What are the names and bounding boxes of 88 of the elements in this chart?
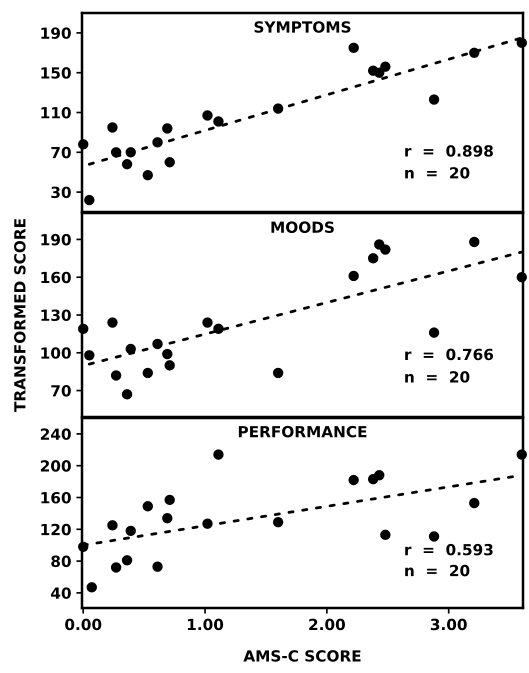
point	[126, 526, 136, 536]
y-tick-label: 40	[51, 587, 71, 599]
point	[164, 360, 175, 371]
point	[152, 137, 163, 148]
point	[202, 518, 213, 529]
point	[374, 68, 384, 78]
chart-title: MOODS	[271, 221, 334, 233]
y-tick-label: 190	[41, 27, 71, 39]
point	[86, 582, 97, 593]
x-axis-title: AMS-C SCORE	[243, 650, 361, 662]
point	[78, 542, 88, 552]
annotation: n = 20	[405, 564, 470, 576]
point	[142, 501, 153, 512]
y-tick-label: 110	[41, 106, 71, 119]
point	[380, 62, 391, 72]
annotation: r = 0.898	[405, 145, 493, 157]
point	[142, 368, 153, 378]
y-tick-label: 160	[41, 492, 71, 504]
point	[164, 494, 175, 506]
point	[107, 317, 118, 328]
x-tick-label: 0.00	[65, 618, 102, 630]
point	[428, 531, 440, 542]
point	[152, 338, 163, 350]
point	[380, 530, 391, 540]
point	[78, 139, 88, 150]
point	[469, 236, 480, 248]
point	[428, 327, 440, 338]
point	[162, 123, 172, 134]
point	[516, 449, 527, 460]
point	[348, 42, 359, 54]
point	[428, 94, 440, 105]
point	[122, 389, 132, 400]
point	[110, 370, 122, 381]
point	[84, 194, 95, 206]
y-tick-label: 130	[41, 309, 71, 322]
point	[202, 110, 213, 121]
chart-title: SYMPTOMS	[254, 21, 350, 33]
annotation: n = 20	[405, 167, 470, 179]
point	[107, 520, 118, 531]
point	[516, 272, 527, 282]
point	[213, 449, 224, 460]
point	[380, 244, 391, 255]
point	[469, 498, 480, 508]
point	[126, 147, 136, 158]
y-tick-label: 80	[51, 556, 71, 568]
y-tick-label: 160	[41, 272, 71, 284]
x-tick-label: 1.00	[188, 618, 224, 630]
chart-title: PERFORMANCE	[238, 426, 366, 438]
point	[516, 38, 527, 48]
y-tick-label: 100	[41, 347, 71, 359]
point	[164, 157, 175, 168]
point	[213, 116, 224, 127]
point	[272, 368, 284, 378]
point	[84, 350, 95, 360]
point	[368, 253, 378, 264]
x-tick-label: 2.00	[309, 618, 345, 630]
point	[152, 561, 163, 572]
annotation: n = 20	[405, 371, 470, 383]
point	[126, 344, 136, 354]
point	[110, 147, 122, 158]
annotation: r = 0.593	[405, 544, 493, 556]
y-tick-label: 200	[40, 460, 71, 472]
point	[122, 555, 132, 566]
y-tick-label: 190	[41, 234, 71, 246]
point	[272, 103, 284, 114]
point	[110, 562, 122, 573]
point	[272, 516, 284, 528]
y-tick-label: 240	[40, 428, 71, 440]
point	[162, 348, 172, 360]
y-axis-title: TRANSFORMED SCORE	[14, 219, 26, 412]
point	[469, 48, 480, 58]
point	[142, 170, 153, 180]
y-tick-label: 30	[51, 186, 71, 198]
point	[348, 474, 359, 486]
y-tick-label: 70	[51, 146, 71, 158]
point	[348, 270, 359, 282]
point	[374, 470, 384, 480]
x-tick-label: 3.00	[430, 618, 467, 630]
point	[162, 512, 172, 524]
point	[122, 159, 132, 170]
y-tick-label: 150	[41, 67, 71, 79]
annotation: r = 0.766	[405, 348, 494, 360]
y-tick-label: 120	[41, 524, 71, 536]
point	[107, 122, 118, 133]
point	[213, 324, 224, 334]
point	[78, 324, 88, 334]
y-tick-label: 70	[51, 385, 71, 397]
point	[202, 317, 213, 328]
